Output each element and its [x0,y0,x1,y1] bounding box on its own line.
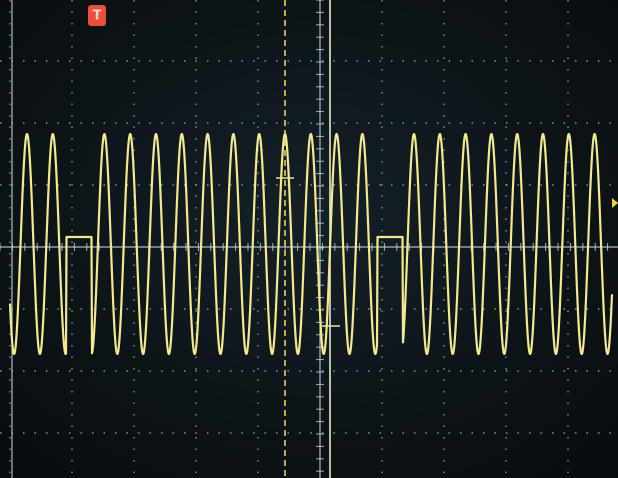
body: {"trigger_marker": "T"} T (() => { const… [0,0,618,478]
page: html, body { margin: 0; padding: 0; widt… [0,0,618,478]
trigger-marker: T [93,9,102,24]
screen-background [0,0,618,478]
oscilloscope-screen: T [0,0,618,478]
